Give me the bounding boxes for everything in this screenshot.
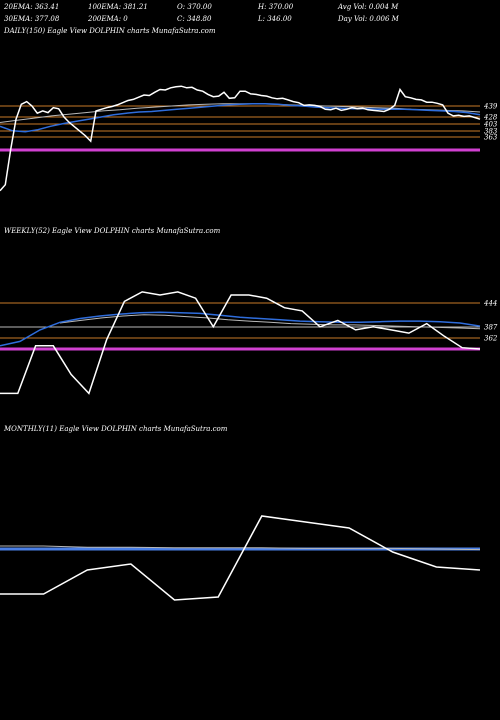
d-level-label: 439	[483, 103, 498, 111]
header-30ema: 30EMA: 377.08	[4, 15, 60, 23]
header-low: L: 346.00	[257, 15, 292, 23]
monthly-ema-grey-line	[0, 545, 481, 551]
header-open: O: 370.00	[177, 3, 212, 11]
monthly-panel	[0, 515, 481, 601]
weekly-price-line	[0, 291, 481, 395]
header-200ema: 200EMA: 0	[87, 15, 128, 23]
monthly-price-line	[0, 515, 481, 601]
header-100ema: 100EMA: 381.21	[88, 3, 148, 11]
daily-panel-title: DAILY(150) Eagle View DOLPHIN charts Mun…	[3, 27, 216, 35]
header-high: H: 370.00	[257, 3, 294, 11]
header-20ema: 20EMA: 363.41	[3, 3, 59, 11]
d-level-label: 428	[483, 114, 498, 122]
header-close: C: 348.80	[177, 15, 212, 23]
header-avg-vol: Avg Vol: 0.004 M	[337, 3, 399, 11]
header-indicators: 20EMA: 363.41 100EMA: 381.21 O: 370.00 H…	[3, 3, 400, 23]
weekly-ema-blue-line	[0, 311, 481, 347]
monthly-panel-title: MONTHLY(11) Eagle View DOLPHIN charts Mu…	[3, 425, 228, 433]
d-level-label: 363	[484, 134, 498, 142]
w-level-label: 444	[483, 300, 497, 308]
w-level-label: 387	[484, 324, 498, 332]
d-level-label: 383	[484, 128, 498, 136]
d-level-label: 403	[483, 121, 498, 129]
daily-ema-blue-line	[0, 103, 481, 133]
w-level-label: 362	[484, 335, 498, 343]
header-day-vol: Day Vol: 0.006 M	[337, 15, 400, 23]
weekly-panel-title: WEEKLY(52) Eagle View DOLPHIN charts Mun…	[4, 227, 221, 235]
weekly-panel: 444 387 362	[0, 291, 498, 395]
weekly-ema-grey-line	[59, 314, 481, 330]
daily-price-line	[0, 85, 481, 192]
